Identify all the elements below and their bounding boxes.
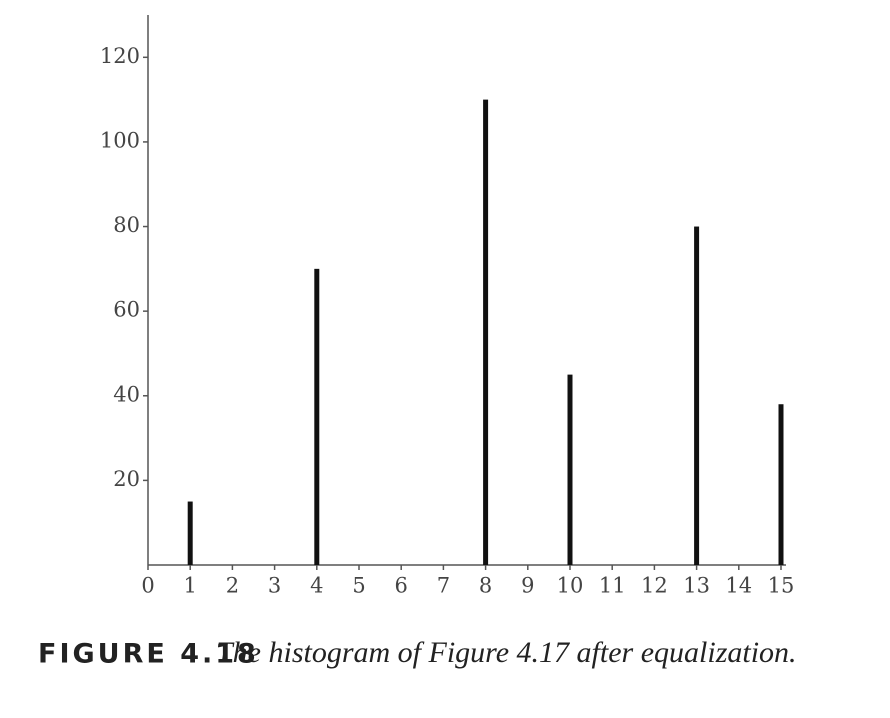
x-tick-label: 13 — [683, 574, 710, 598]
caption-text: The histogram of Figure 4.17 after equal… — [216, 636, 797, 669]
x-tick-label: 14 — [725, 574, 752, 598]
x-tick-label: 1 — [184, 574, 197, 598]
x-tick-label: 0 — [141, 574, 154, 598]
x-tick-label: 15 — [768, 574, 795, 598]
y-tick-label: 100 — [100, 128, 140, 152]
bar — [483, 99, 489, 565]
caption-label: FIGURE 4.18 — [38, 639, 259, 670]
y-tick-label: 40 — [113, 382, 140, 406]
x-tick-label: 7 — [437, 574, 450, 598]
bar — [187, 501, 193, 565]
x-tick-label: 11 — [599, 574, 626, 598]
bar — [694, 226, 700, 566]
x-tick-label: 5 — [352, 574, 365, 598]
y-tick-label: 20 — [113, 467, 140, 491]
y-tick-label: 60 — [113, 298, 140, 322]
x-tick-label: 10 — [557, 574, 584, 598]
x-tick-label: 3 — [268, 574, 281, 598]
x-tick-label: 6 — [395, 574, 408, 598]
x-tick-label: 12 — [641, 574, 668, 598]
x-tick-label: 4 — [310, 574, 323, 598]
y-tick-label: 120 — [100, 44, 140, 68]
bar — [314, 268, 320, 565]
x-tick-label: 8 — [479, 574, 492, 598]
y-tick-label: 80 — [113, 213, 140, 237]
x-tick-label: 9 — [521, 574, 534, 598]
bar — [567, 374, 573, 565]
x-tick-label: 2 — [226, 574, 239, 598]
bar — [778, 404, 784, 565]
